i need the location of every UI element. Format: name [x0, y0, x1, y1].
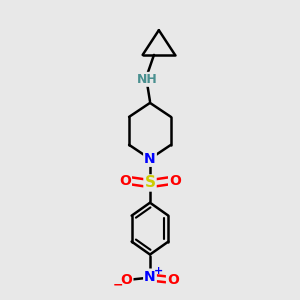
Text: O: O	[167, 273, 179, 286]
Text: O: O	[119, 174, 131, 188]
Text: N: N	[144, 152, 156, 166]
Text: NH: NH	[137, 73, 158, 86]
Text: O: O	[169, 174, 181, 188]
Text: O: O	[121, 273, 132, 286]
Text: S: S	[145, 176, 155, 190]
Text: −: −	[113, 278, 124, 291]
Text: N: N	[144, 270, 156, 283]
Text: +: +	[154, 266, 163, 276]
